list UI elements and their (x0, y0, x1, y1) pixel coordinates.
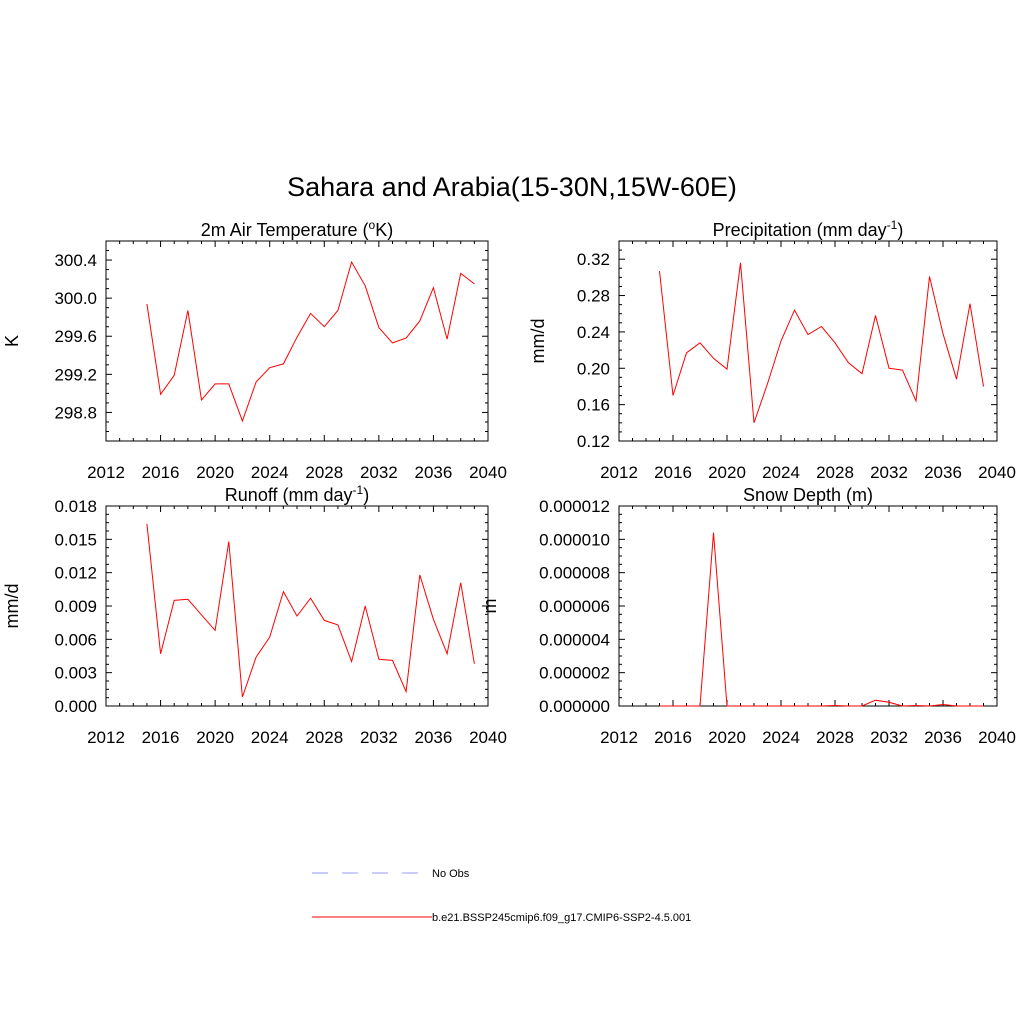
series-line (146, 523, 475, 698)
x-tick-label: 2024 (762, 728, 800, 747)
panel-air-temperature: 2012 2016 2020 2024 2028 2032 2036 2040 298.8 299… (2, 218, 507, 482)
y-tick-label: 0.000008 (539, 564, 610, 583)
y-tick-label: 0.000 (54, 697, 97, 716)
y-tick-label: 0.20 (577, 359, 610, 378)
y-tick-label: 0.12 (577, 432, 610, 451)
y-tick-label: 300.4 (54, 251, 97, 270)
panel-runoff: 2012 2016 2020 2024 2028 2032 2036 2040 0.000 0.0… (2, 483, 507, 747)
y-tick-label: 299.2 (54, 365, 97, 384)
legend: No Obs b.e21.BSSP245cmip6.f09_g17.CMIP6-… (312, 868, 691, 924)
y-tick-label: 299.6 (54, 327, 97, 346)
x-tick-label: 2020 (708, 728, 746, 747)
x-tick-label: 2028 (816, 463, 854, 482)
x-tick-label: 2028 (816, 728, 854, 747)
x-tick-label: 2024 (251, 463, 289, 482)
panel-snow-depth: 2012 2016 2020 2024 2028 2032 2036 2040 0.000000… (480, 485, 1016, 747)
y-axis-label: mm/d (528, 319, 548, 364)
y-tick-label: 0.012 (54, 564, 97, 583)
x-tick-label: 2040 (469, 463, 507, 482)
y-tick-label: 298.8 (54, 403, 97, 422)
x-tick-label: 2032 (870, 463, 908, 482)
x-tick-label: 2032 (360, 728, 398, 747)
y-tick-label: 0.000010 (539, 530, 610, 549)
x-tick-label: 2036 (924, 728, 962, 747)
x-tick-label: 2012 (87, 463, 125, 482)
x-tick-label: 2028 (305, 728, 343, 747)
legend-label-model: b.e21.BSSP245cmip6.f09_g17.CMIP6-SSP2-4.… (432, 912, 691, 924)
y-tick-label: 0.003 (54, 664, 97, 683)
x-tick-label: 2024 (762, 463, 800, 482)
y-axis-label: m (480, 599, 500, 614)
x-tick-label: 2036 (415, 728, 453, 747)
plot-frame (105, 240, 489, 442)
x-tick-label: 2016 (654, 463, 692, 482)
x-tick-label: 2020 (196, 463, 234, 482)
y-tick-label: 0.000004 (539, 630, 610, 649)
legend-label-no-obs: No Obs (432, 868, 470, 880)
y-axis-label: K (2, 335, 22, 347)
panel-title: Precipitation (mm day-1) (713, 218, 904, 240)
x-tick-label: 2028 (305, 463, 343, 482)
y-tick-label: 0.015 (54, 530, 97, 549)
x-tick-label: 2032 (360, 463, 398, 482)
x-tick-label: 2012 (87, 728, 125, 747)
y-tick-label: 0.000006 (539, 597, 610, 616)
y-tick-label: 0.24 (577, 323, 610, 342)
plot-frame (105, 505, 489, 707)
panel-precipitation: 2012 2016 2020 2024 2028 2032 2036 2040 0.12 0.16… (528, 218, 1016, 482)
panel-title: Snow Depth (m) (743, 485, 873, 505)
x-tick-label: 2036 (415, 463, 453, 482)
y-axis-label: mm/d (2, 584, 22, 629)
plot-frame (618, 505, 998, 707)
y-tick-label: 0.009 (54, 597, 97, 616)
y-tick-label: 0.16 (577, 396, 610, 415)
panel-title: Runoff (mm day-1) (225, 483, 369, 505)
x-tick-label: 2032 (870, 728, 908, 747)
figure-title: Sahara and Arabia(15-30N,15W-60E) (287, 172, 737, 202)
x-tick-label: 2036 (924, 463, 962, 482)
x-tick-label: 2016 (654, 728, 692, 747)
y-tick-label: 0.000002 (539, 664, 610, 683)
plot-frame (618, 240, 998, 442)
x-tick-label: 2040 (978, 728, 1016, 747)
y-tick-label: 300.0 (54, 289, 97, 308)
x-tick-label: 2024 (251, 728, 289, 747)
y-tick-label: 0.28 (577, 287, 610, 306)
x-tick-label: 2020 (196, 728, 234, 747)
panel-title: 2m Air Temperature (oK) (201, 218, 393, 240)
x-tick-label: 2040 (469, 728, 507, 747)
y-tick-label: 0.32 (577, 250, 610, 269)
x-tick-label: 2012 (600, 728, 638, 747)
x-tick-label: 2020 (708, 463, 746, 482)
y-tick-label: 0.018 (54, 497, 97, 516)
x-tick-label: 2040 (978, 463, 1016, 482)
y-tick-label: 0.006 (54, 630, 97, 649)
x-tick-label: 2016 (142, 463, 180, 482)
series-line (659, 262, 984, 423)
y-tick-label: 0.000012 (539, 497, 610, 516)
series-line (146, 260, 475, 423)
y-tick-label: 0.000000 (539, 697, 610, 716)
series-line (659, 532, 984, 707)
x-tick-label: 2016 (142, 728, 180, 747)
x-tick-label: 2012 (600, 463, 638, 482)
